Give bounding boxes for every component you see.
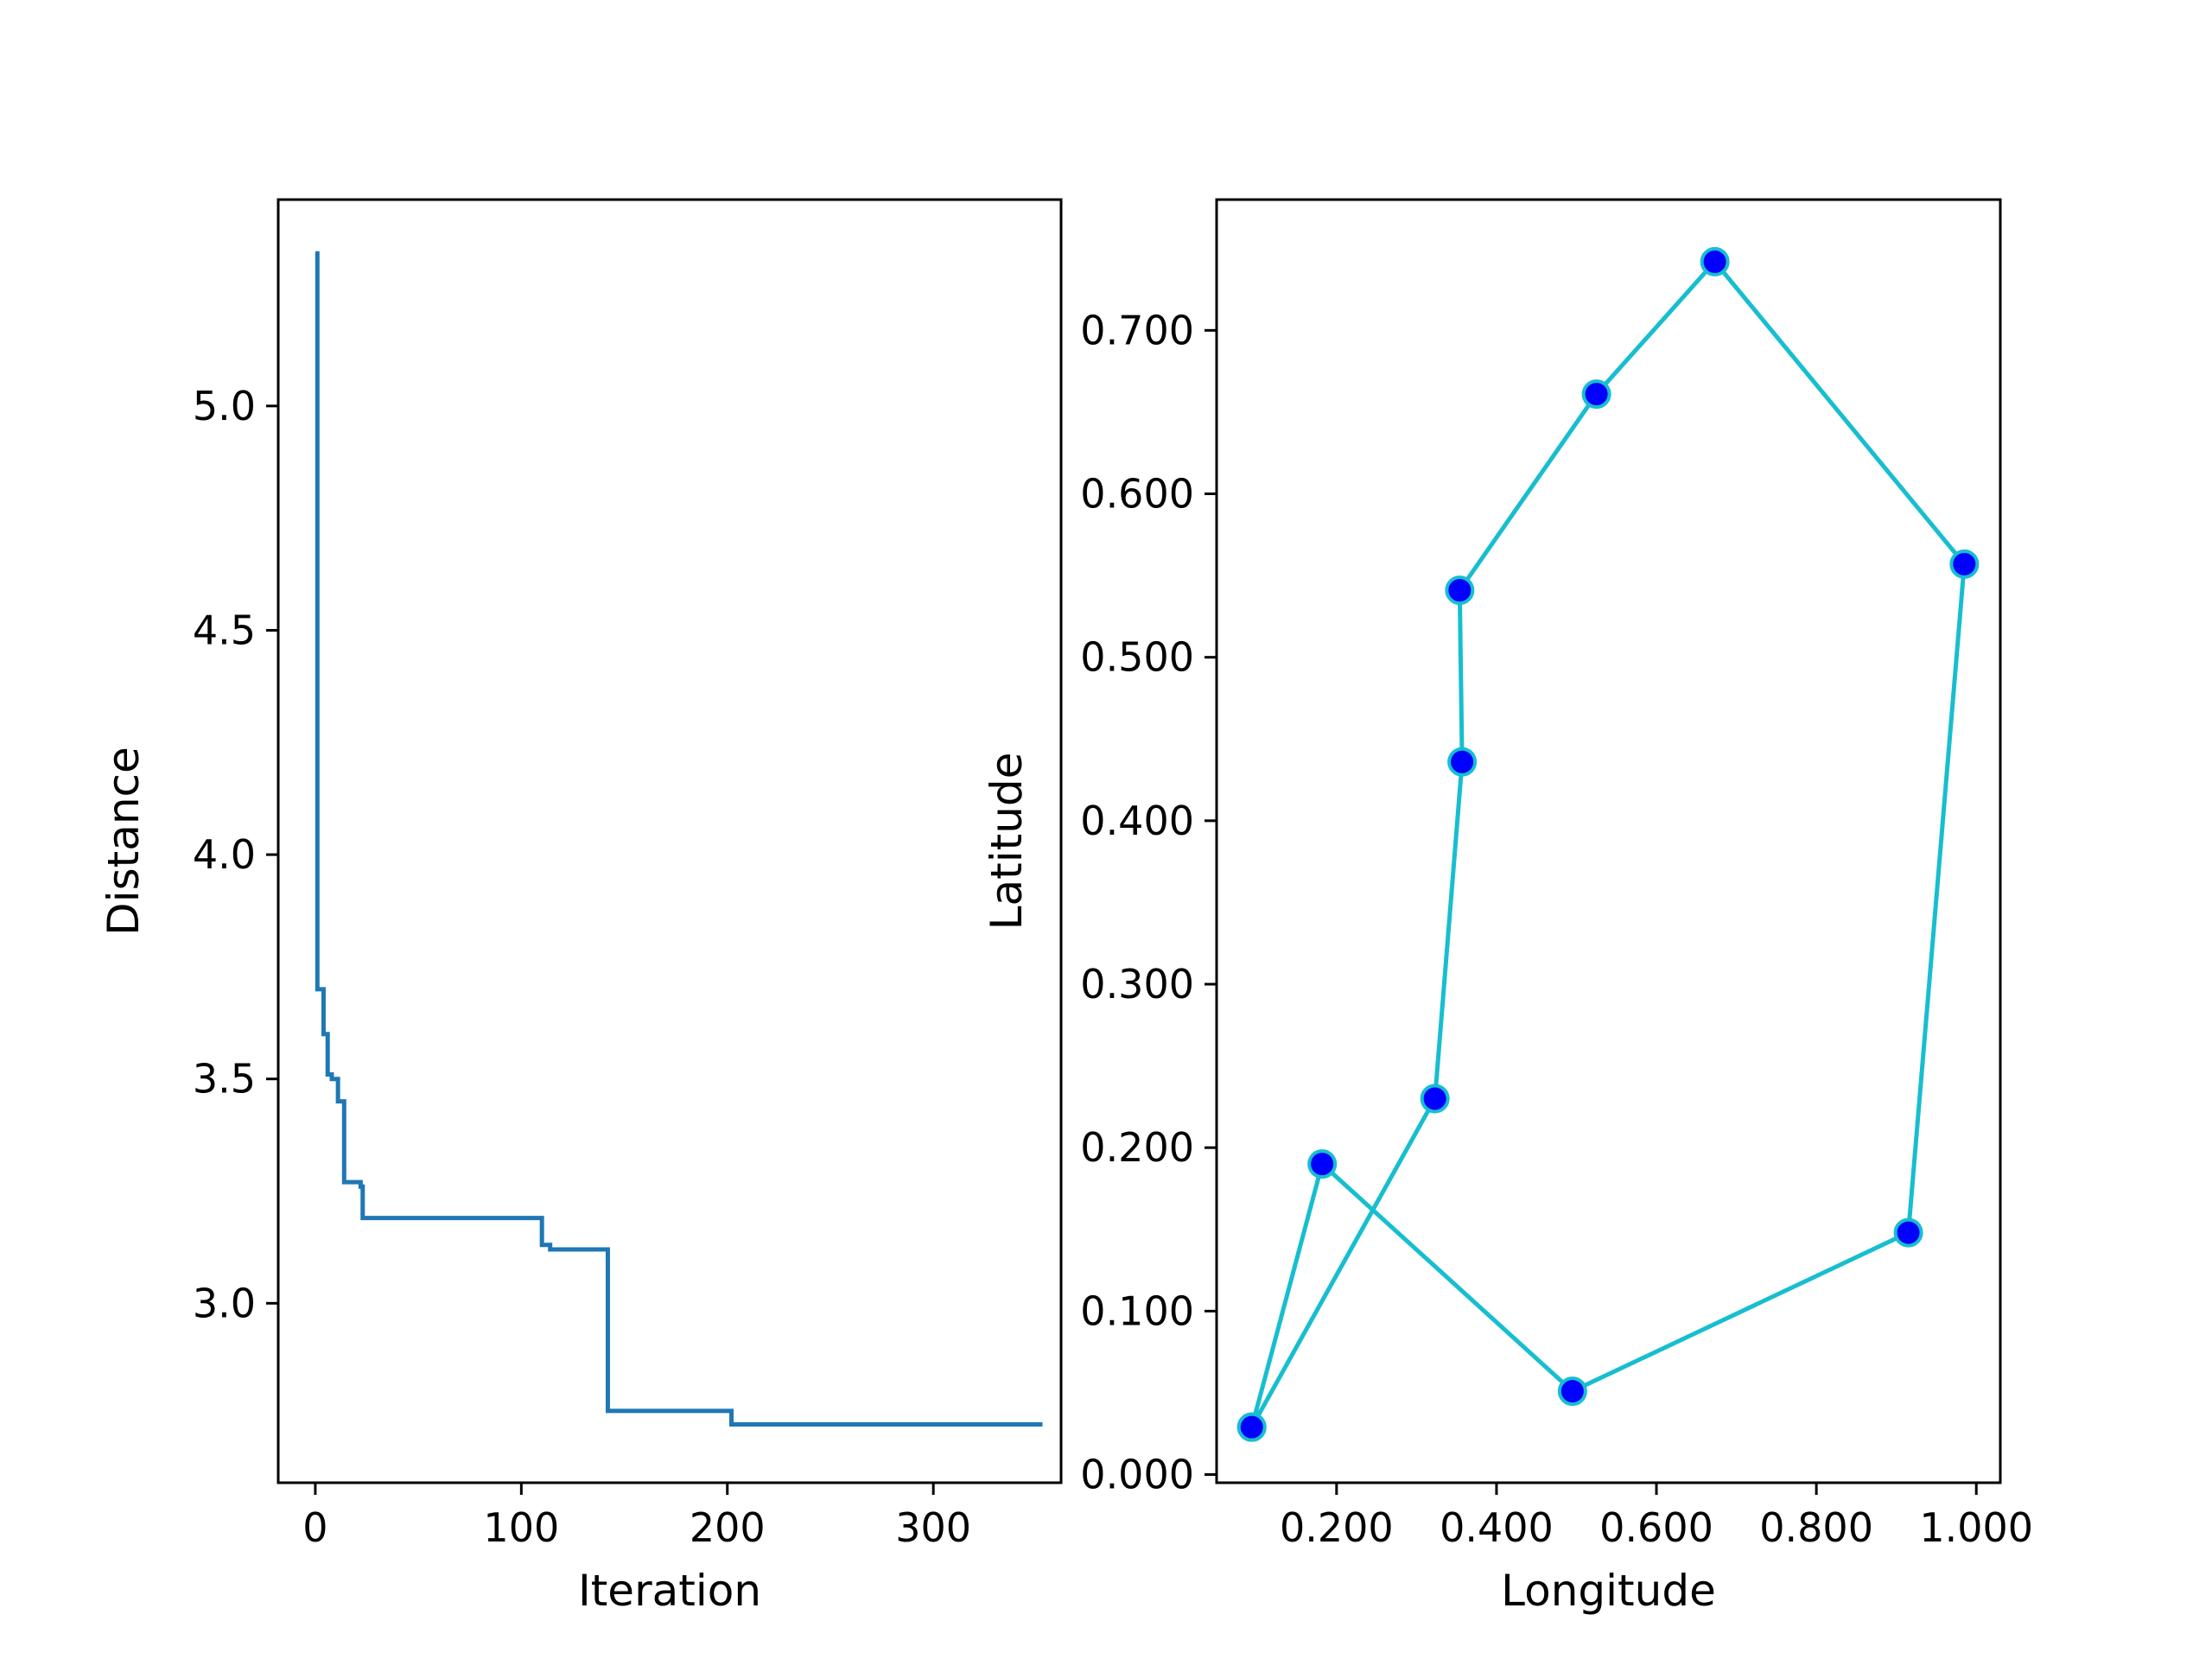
right-y-tick-label: 0.100 <box>1080 1287 1194 1334</box>
distance-x-ticks: 0 100 200 300 <box>302 1483 971 1551</box>
right-x-tick-label: 0.800 <box>1759 1504 1873 1551</box>
right-y-tick-label: 0.200 <box>1080 1124 1194 1171</box>
right-y-tick-label: 0.500 <box>1080 634 1194 681</box>
city-point <box>1700 246 1730 276</box>
route-axes-frame <box>1215 198 2002 1484</box>
right-y-tick-label: 0.700 <box>1080 307 1194 353</box>
left-x-tick-label: 100 <box>483 1504 559 1551</box>
left-y-tick-label: 3.0 <box>193 1280 256 1326</box>
route-x-axis-label: Longitude <box>1501 1566 1716 1616</box>
city-point <box>1557 1376 1587 1407</box>
distance-y-ticks: 3.0 3.5 4.0 4.5 5.0 <box>193 383 278 1326</box>
city-point <box>1420 1084 1450 1114</box>
left-y-tick-label: 5.0 <box>193 383 256 429</box>
city-point <box>1447 747 1478 777</box>
distance-chart: 0 100 200 300 3.0 3.5 4.0 4.5 5.0 Iteration Dis… <box>99 198 1063 1616</box>
left-y-tick-label: 4.5 <box>193 607 256 653</box>
distance-axes-frame <box>276 198 1063 1484</box>
right-y-tick-label: 0.000 <box>1080 1452 1194 1498</box>
distance-x-axis-label: Iteration <box>578 1566 761 1616</box>
city-point <box>1893 1217 1923 1248</box>
city-point <box>1445 575 1475 606</box>
left-x-tick-label: 0 <box>302 1504 327 1551</box>
distance-line <box>315 251 1043 1427</box>
city-point <box>1949 549 1980 579</box>
right-x-tick-label: 1.000 <box>1919 1504 2033 1551</box>
right-y-tick-label: 0.300 <box>1080 961 1194 1007</box>
right-y-tick-label: 0.400 <box>1080 798 1194 844</box>
left-y-tick-label: 4.0 <box>193 831 256 878</box>
route-chart: 0.200 0.400 0.600 0.800 1.000 0.000 0.100 0.20… <box>982 198 2033 1616</box>
route-y-axis-label: Latitude <box>982 753 1032 931</box>
distance-y-axis-label: Distance <box>99 747 149 936</box>
right-x-tick-label: 0.600 <box>1599 1504 1713 1551</box>
route-y-ticks: 0.000 0.100 0.200 0.300 0.400 0.500 0.600 0.700 <box>1080 307 1217 1498</box>
left-x-tick-label: 200 <box>690 1504 766 1551</box>
right-x-tick-label: 0.400 <box>1440 1504 1554 1551</box>
city-point <box>1307 1149 1338 1179</box>
left-x-tick-label: 300 <box>895 1504 971 1551</box>
route-x-ticks: 0.200 0.400 0.600 0.800 1.000 <box>1280 1483 2033 1551</box>
route-series <box>1236 246 1980 1442</box>
distance-series <box>315 251 1043 1427</box>
city-point <box>1236 1412 1267 1442</box>
left-y-tick-label: 3.5 <box>193 1056 256 1103</box>
right-y-tick-label: 0.600 <box>1080 471 1194 518</box>
city-point <box>1581 379 1611 410</box>
right-x-tick-label: 0.200 <box>1280 1504 1394 1551</box>
